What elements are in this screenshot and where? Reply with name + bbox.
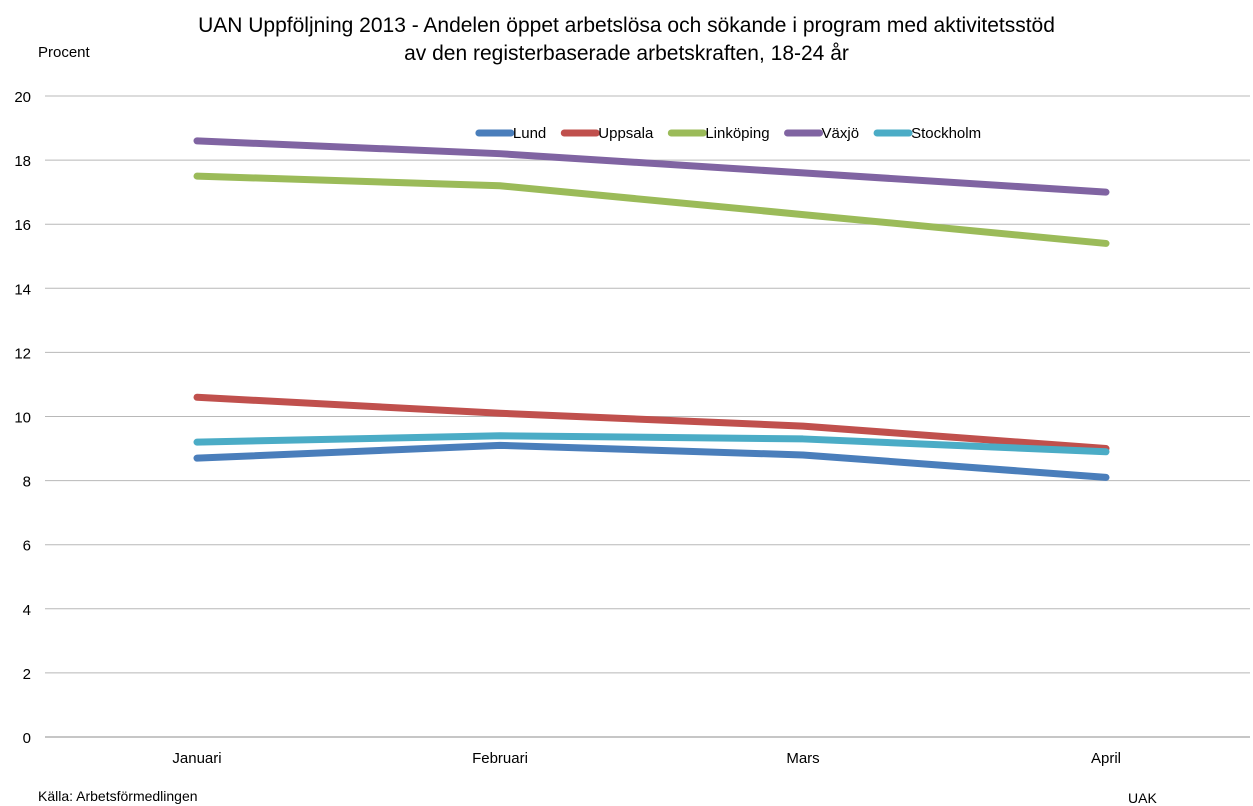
y-tick-label: 10 [14,410,31,427]
legend-label-lund: Lund [513,125,546,142]
y-tick-label: 6 [23,538,31,555]
chart-title-block: UAN Uppföljning 2013 - Andelen öppet arb… [0,12,1253,68]
legend-label-stockholm: Stockholm [911,125,981,142]
y-axis-label: Procent [38,44,90,61]
x-axis-ticks: Januari Februari Mars April [172,750,1121,767]
series-line-linköping [193,172,1110,247]
x-tick-label: April [1091,750,1121,767]
credit-note: UAK [1128,790,1157,806]
legend-label-växjö: Växjö [822,125,860,142]
series-lines [193,137,1110,481]
y-tick-label: 20 [14,89,31,106]
chart-title: UAN Uppföljning 2013 - Andelen öppet arb… [198,14,1055,37]
chart-subtitle: av den registerbaserade arbetskraften, 1… [404,42,849,65]
series-line-uppsala [193,393,1110,453]
y-tick-label: 16 [14,217,31,234]
series-line-lund [193,441,1110,481]
x-tick-label: Januari [172,750,221,767]
source-note: Källa: Arbetsförmedlingen [38,788,198,804]
y-tick-label: 12 [14,345,31,362]
y-tick-label: 8 [23,474,31,491]
series-line-växjö [193,137,1110,196]
x-tick-label: Mars [786,750,819,767]
y-tick-label: 18 [14,153,31,170]
x-tick-label: Februari [472,750,528,767]
series-line-stockholm [193,432,1110,456]
y-axis-ticks: 0 2 4 6 8 10 12 14 16 18 20 [14,89,31,747]
legend: Lund Uppsala Linköping Växjö Stockholm [475,125,981,142]
legend-label-uppsala: Uppsala [598,125,654,142]
y-tick-label: 14 [14,281,31,298]
y-tick-label: 0 [23,730,31,747]
gridlines [45,95,1250,738]
legend-label-linköping: Linköping [705,125,769,142]
y-tick-label: 2 [23,666,31,683]
y-tick-label: 4 [23,602,31,619]
